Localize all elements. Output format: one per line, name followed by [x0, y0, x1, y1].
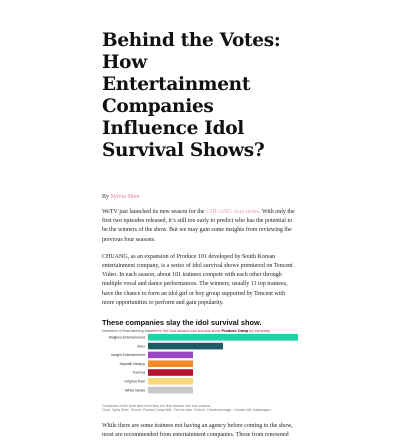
paragraph-chuang: CHUANG, as an expansion of Produce 101 d… — [102, 253, 293, 306]
article-title: Behind the Votes: How Entertainment Comp… — [102, 30, 281, 161]
paragraph-intro-end: . With only the first two episodes relea… — [102, 209, 295, 243]
bar-chart: These companies slay the idol survival s… — [102, 318, 298, 413]
bar-label: White Media — [125, 388, 145, 392]
paragraph-intro-start: WeTV just launched its new season for th… — [102, 209, 207, 215]
article: Behind the Votes: How Entertainment Comp… — [102, 30, 298, 440]
chart-subtitle-start: Numbers of final winning trainees in the… — [102, 329, 222, 334]
paragraph-intro: WeTV just launched its new season for th… — [102, 208, 298, 245]
paragraph-companies: While there are some trainees not having… — [102, 422, 293, 439]
bar-label: Wajijiwa Entertainment — [109, 336, 145, 340]
chart-subtitle-end: by company — [248, 329, 270, 334]
bar-label: Original Plan — [124, 380, 145, 384]
chart-subtitle-bold: Produce Camp — [221, 329, 249, 334]
author-link[interactable]: Sylvia Shen — [110, 194, 140, 200]
bar-label: Avex — [137, 344, 145, 348]
chart-title: These companies slay the idol survival s… — [102, 318, 262, 328]
bar — [148, 369, 193, 376]
bar — [148, 342, 223, 350]
chuang-asia-link[interactable]: CHUANG Asia series — [206, 209, 260, 215]
bars-area: Wajijiwa Entertainment Avex Insight Entert… — [109, 334, 298, 394]
bar-label: Jaywalk Newjoy — [119, 362, 145, 366]
chart-source: Chart: Sylvia Shen · Source: Produce Cam… — [102, 408, 272, 413]
bar-label: YueHua — [132, 371, 145, 375]
chart-note: Companies on the chart have more than on… — [102, 404, 298, 413]
bar — [148, 351, 193, 359]
byline: By Sylvia Shen — [102, 194, 298, 200]
bar — [148, 378, 193, 385]
bar — [148, 334, 298, 341]
bar-label: Insight Entertainment — [111, 353, 145, 357]
byline-prefix: By — [102, 194, 111, 200]
bar — [148, 360, 193, 368]
bar — [148, 386, 193, 394]
chart-subtitle: Numbers of final winning trainees in the… — [102, 329, 298, 333]
